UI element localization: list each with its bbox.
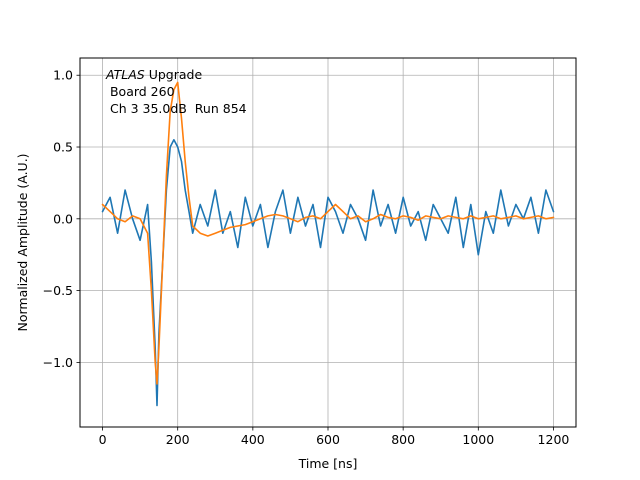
y-axis-label: Normalized Amplitude (A.U.) [15, 153, 30, 331]
annotation-line-1-rest: Upgrade [145, 67, 203, 82]
y-tick-label: 0.0 [53, 211, 73, 226]
annotation-line-2: Board 260 [106, 84, 175, 99]
annotation: ATLAS Upgrade Board 260 Ch 3 35.0dB Run … [105, 67, 247, 116]
y-tick-label: 1.0 [53, 68, 73, 83]
ticks [76, 74, 554, 431]
y-tick-label: −1.0 [43, 355, 73, 370]
y-tick-label: −0.5 [43, 283, 73, 298]
x-axis-label: Time [ns] [298, 456, 358, 471]
series-group [101, 81, 555, 407]
series-line-2 [101, 81, 555, 385]
x-tick-label: 400 [241, 432, 265, 447]
x-tick-label: 0 [99, 432, 107, 447]
tick-labels: 0 200 400 600 800 1000 1200 −1.0 −0.5 0.0 0.5 1.0 [43, 68, 570, 447]
grid [80, 58, 576, 427]
annotation-line-3: Ch 3 35.0dB Run 854 [106, 101, 247, 116]
annotation-italic: ATLAS [105, 67, 145, 82]
x-tick-label: 200 [166, 432, 190, 447]
x-tick-label: 600 [316, 432, 340, 447]
annotation-line-1: ATLAS Upgrade [105, 67, 202, 82]
y-tick-label: 0.5 [53, 140, 73, 155]
x-tick-label: 1000 [462, 432, 494, 447]
x-tick-label: 1200 [538, 432, 570, 447]
x-tick-label: 800 [391, 432, 415, 447]
